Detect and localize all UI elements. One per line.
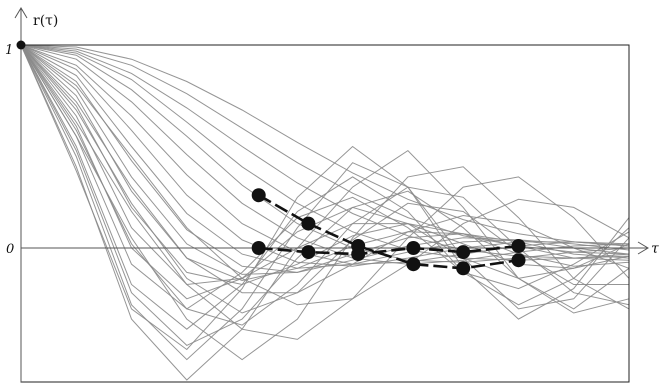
highlight-point-2-4 [406,241,421,255]
highlight-point-2-6 [511,239,526,253]
background-curve-22 [20,44,630,340]
plot-frame [20,44,630,383]
background-curve-5 [20,44,630,263]
background-curve-17 [20,44,630,330]
background-curves [20,44,630,381]
background-curve-27 [20,44,629,314]
background-curve-11 [20,44,630,275]
background-curve-23 [20,44,630,306]
y-tick-label-1: 1 [5,43,13,58]
highlight-point-1-6 [511,253,526,268]
background-curve-19 [20,44,630,381]
background-curve-24 [20,44,630,346]
x-axis-label: τ [651,241,659,257]
background-curve-12 [20,44,630,282]
y-tick-label-0: 0 [6,242,14,257]
x-axis-arrow [637,241,649,255]
highlight-point-1-4 [406,257,421,272]
background-curve-7 [20,44,630,265]
background-curve-15 [20,44,630,300]
background-curve-18 [20,44,630,361]
highlight-point-2-5 [456,245,471,260]
highlight-point-1-2 [301,216,316,231]
background-curve-1 [20,44,630,247]
background-curve-26 [20,44,630,294]
origin-marker [16,40,26,50]
highlight-line-1 [258,194,519,270]
highlight-point-2-1 [251,241,266,255]
background-curve-3 [20,44,630,259]
background-curve-16 [20,44,630,310]
highlight-point-1-5 [456,261,471,276]
highlight-point-2-2 [301,245,316,260]
highlight-point-1-1 [251,188,266,203]
background-curve-14 [20,44,630,286]
y-axis-arrow [14,7,28,19]
highlight-series [251,188,526,276]
background-curve-2 [20,44,630,255]
highlight-point-2-3 [351,247,366,262]
background-curve-8 [20,44,630,267]
background-curve-20 [20,44,630,351]
background-curve-13 [20,44,630,286]
y-axis-label: r(τ) [33,13,58,29]
highlight-line-2 [258,244,519,256]
